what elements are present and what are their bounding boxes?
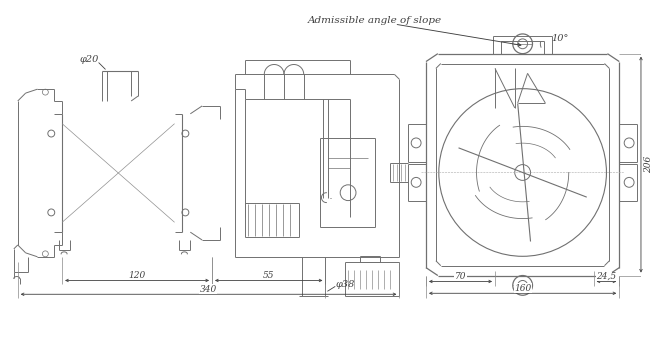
Text: 24,5: 24,5 — [597, 272, 616, 281]
Text: 120: 120 — [129, 271, 146, 280]
Text: φ38: φ38 — [335, 280, 355, 289]
Text: 340: 340 — [200, 285, 216, 294]
Text: 160: 160 — [514, 284, 531, 293]
Text: 206: 206 — [644, 156, 650, 173]
Text: 70: 70 — [455, 272, 466, 281]
Text: φ20: φ20 — [79, 55, 98, 64]
Text: 10°: 10° — [551, 34, 569, 43]
Text: Admissible angle of slope: Admissible angle of slope — [307, 16, 442, 25]
Text: 55: 55 — [263, 271, 274, 280]
